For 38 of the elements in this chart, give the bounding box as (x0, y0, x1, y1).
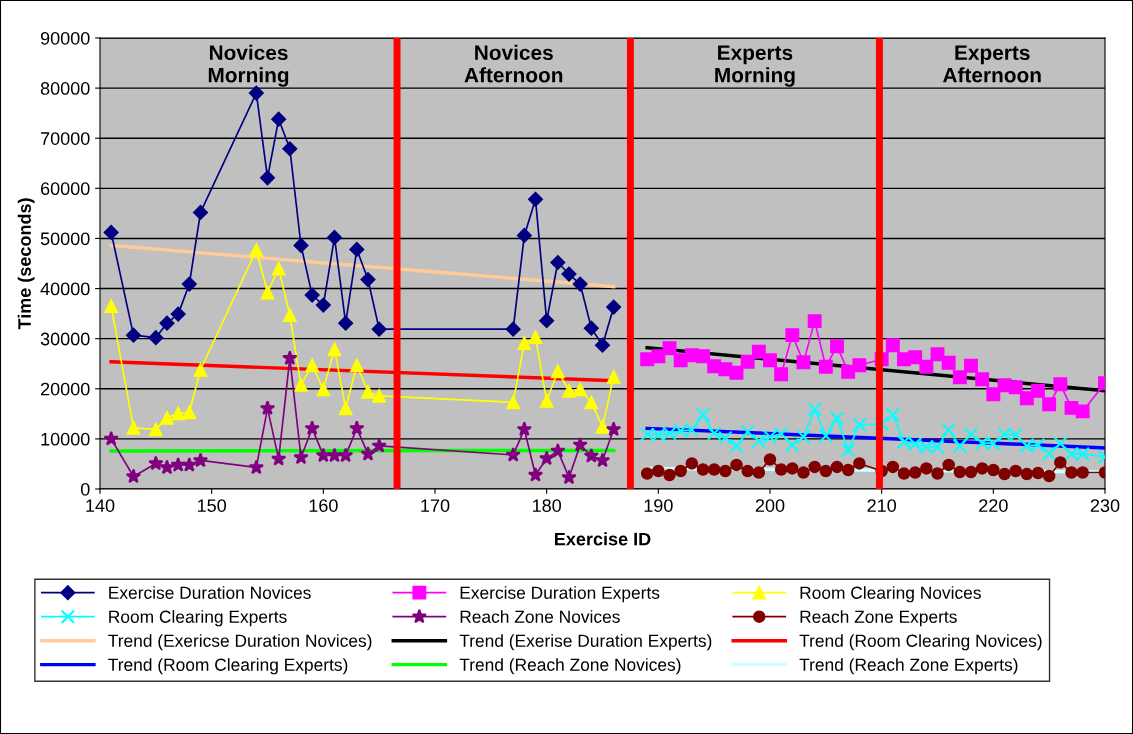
x-tick-label: 180 (532, 499, 562, 512)
x-tick-label: 200 (755, 499, 785, 512)
legend-label: Trend (Reach Zone Experts) (799, 658, 1018, 675)
annotation: Novices Afternoon (464, 44, 563, 83)
y-tick-label: 60000 (40, 182, 90, 196)
annotation: Novices Morning (208, 44, 289, 87)
x-tick-label: 230 (1090, 499, 1120, 512)
x-tick-label: 170 (421, 499, 450, 512)
legend-label: Room Clearing Novices (800, 586, 981, 603)
y-tick-label: 80000 (40, 82, 90, 95)
annotation: Experts Afternoon (942, 45, 1041, 83)
x-tick-label: 190 (644, 499, 673, 512)
x-tick-label: 140 (86, 499, 115, 512)
y-tick-label: 10000 (41, 432, 90, 446)
legend-label: Exercise Duration Experts (460, 586, 660, 603)
legend-label: Room Clearing Experts (109, 610, 287, 627)
y-tick-label: 90000 (40, 31, 90, 45)
y-tick-label: 0 (80, 482, 90, 496)
legend-label: Trend (Exerise Duration Experts) (459, 634, 712, 651)
x-tick-label: 220 (979, 499, 1008, 512)
x-axis-title: Exercise ID (555, 532, 651, 546)
legend-label: Trend (Reach Zone Novices) (459, 658, 681, 675)
legend-label: Trend (Exericse Duration Novices) (108, 634, 372, 651)
legend-label: Exercise Duration Novices (109, 586, 311, 599)
y-tick-label: 20000 (40, 382, 90, 396)
legend-label: Trend (Room Clearing Experts) (108, 658, 348, 675)
y-axis-title: Time (seconds) (17, 198, 35, 330)
y-tick-label: 70000 (41, 132, 90, 145)
y-tick-label: 50000 (40, 232, 90, 246)
legend-label: Reach Zone Novices (460, 610, 620, 623)
y-tick-label: 40000 (40, 282, 90, 296)
legend-label: Trend (Room Clearing Novices) (799, 634, 1042, 651)
legend-label: Reach Zone Experts (800, 610, 957, 627)
annotation: Experts Morning (715, 45, 795, 87)
x-tick-label: 150 (197, 499, 227, 512)
x-tick-label: 160 (309, 499, 338, 512)
x-tick-label: 210 (867, 499, 897, 512)
y-tick-label: 30000 (40, 332, 90, 346)
